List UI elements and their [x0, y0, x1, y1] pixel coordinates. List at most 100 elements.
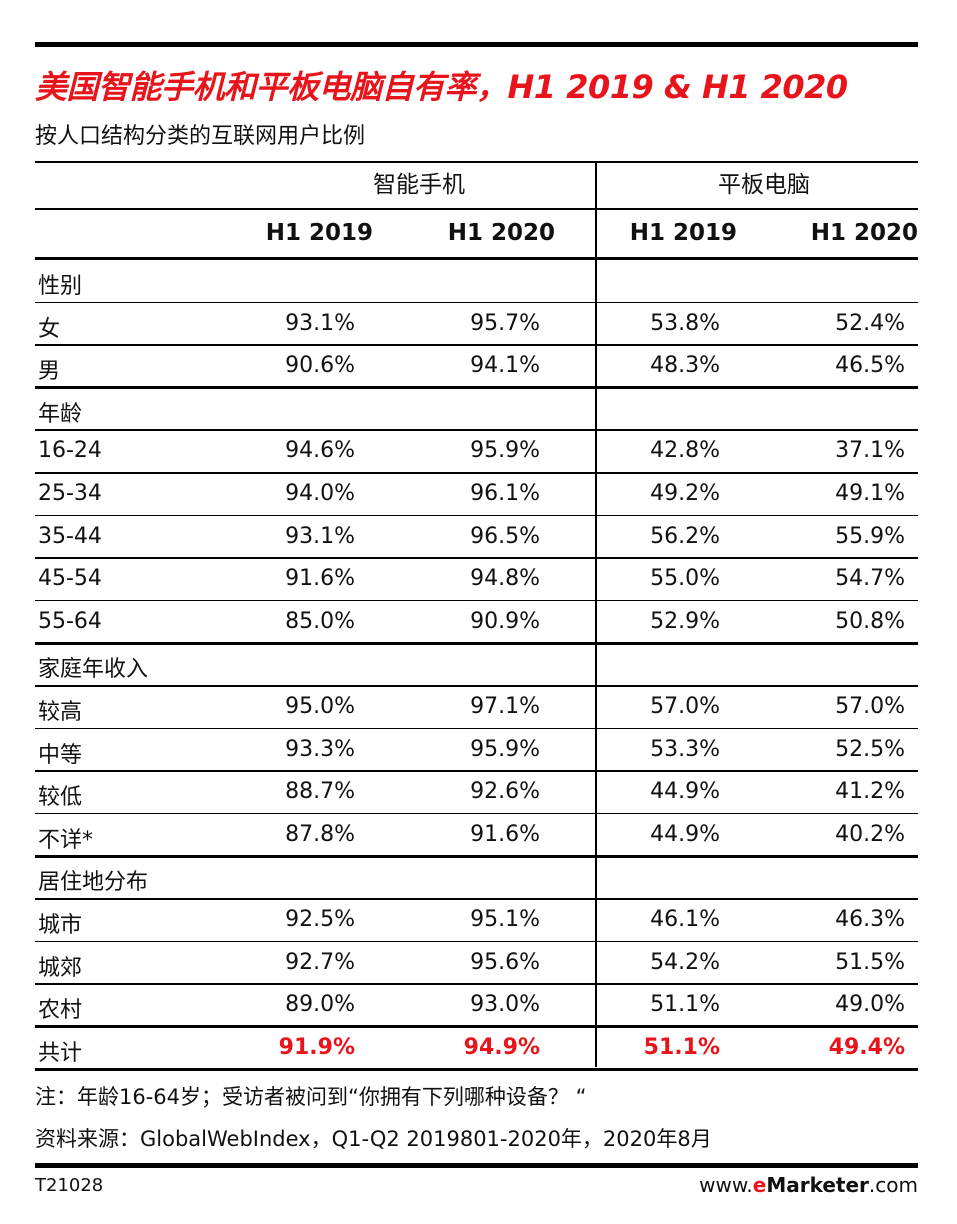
row-divider — [35, 429, 918, 431]
cell-value: 91.6% — [470, 821, 540, 847]
row-label: 较高 — [38, 700, 83, 725]
table-row: 16-24 94.6% 95.9% 42.8% 37.1% — [35, 430, 918, 473]
row-label: 中等 — [38, 742, 83, 768]
cell-value: 48.3% — [650, 353, 720, 379]
brand-suffix: .com — [868, 1173, 918, 1197]
bottom-rule — [35, 1163, 918, 1168]
cell-value: 49.4% — [828, 1034, 905, 1060]
cell-value: 92.5% — [285, 907, 355, 932]
section-header: 家庭年收入 — [35, 643, 918, 686]
cell-value: 94.9% — [463, 1034, 540, 1060]
cell-value: 57.0% — [650, 694, 720, 719]
cell-value: 95.9% — [470, 736, 540, 762]
column-header: H1 2020 — [810, 220, 918, 246]
table-row: 不详* 87.8% 91.6% 44.9% 40.2% — [35, 814, 918, 857]
cell-value: 44.9% — [650, 779, 720, 805]
row-label: 城郊 — [38, 955, 83, 981]
cell-value: 52.5% — [835, 736, 905, 762]
cell-value: 54.2% — [650, 949, 720, 975]
column-group-header: 智能手机 — [373, 172, 465, 198]
chart-title: 美国智能手机和平板电脑自有率，H1 2019 & H1 2020 — [35, 68, 848, 106]
cell-value: 49.2% — [650, 481, 720, 506]
row-divider — [35, 386, 918, 390]
table-row: 较高 95.0% 97.1% 57.0% 57.0% — [35, 686, 918, 729]
chart-code: T21028 — [35, 1175, 104, 1196]
cell-value: 46.3% — [835, 907, 905, 932]
row-divider — [35, 472, 918, 474]
cell-value: 95.1% — [470, 907, 540, 932]
cell-value: 55.0% — [650, 566, 720, 592]
row-divider — [35, 983, 918, 985]
row-label: 性别 — [38, 274, 83, 299]
cell-value: 51.5% — [835, 949, 905, 975]
column-divider — [595, 162, 597, 1067]
cell-value: 93.1% — [285, 523, 355, 549]
row-divider — [35, 599, 918, 602]
cell-value: 46.5% — [835, 353, 905, 379]
table-row: 45-54 91.6% 94.8% 55.0% 54.7% — [35, 558, 918, 601]
section-header: 居住地分布 — [35, 856, 918, 899]
cell-value: 94.0% — [285, 481, 355, 506]
section-header: 年龄 — [35, 388, 918, 431]
top-rule — [35, 42, 918, 47]
cell-value: 44.9% — [650, 821, 720, 847]
row-divider — [35, 1025, 918, 1029]
cell-value: 90.9% — [470, 608, 540, 634]
row-label: 年龄 — [38, 401, 83, 427]
brand-prefix: www. — [699, 1173, 753, 1197]
chart-subtitle: 按人口结构分类的互联网用户比例 — [35, 124, 366, 149]
cell-value: 49.0% — [835, 992, 905, 1018]
row-divider — [35, 1068, 918, 1072]
cell-value: 57.0% — [835, 694, 905, 719]
cell-value: 90.6% — [285, 353, 355, 379]
cell-value: 97.1% — [470, 694, 540, 719]
table-row: 55-64 85.0% 90.9% 52.9% 50.8% — [35, 601, 918, 644]
table-row: 城郊 92.7% 95.6% 54.2% 51.5% — [35, 942, 918, 985]
cell-value: 53.3% — [650, 736, 720, 762]
brand-e: e — [752, 1173, 767, 1197]
table-row: 35-44 93.1% 96.5% 56.2% 55.9% — [35, 516, 918, 559]
row-divider — [35, 344, 918, 346]
row-label: 家庭年收入 — [38, 657, 149, 683]
cell-value: 91.9% — [278, 1034, 355, 1060]
row-divider — [35, 854, 918, 858]
cell-value: 85.0% — [285, 608, 355, 634]
cell-value: 54.7% — [835, 566, 905, 592]
column-header: H1 2019 — [265, 220, 373, 246]
row-label: 25-34 — [38, 481, 102, 506]
note-text: 注：年龄16-64岁；受访者被问到“你拥有下列哪种设备？ “ — [35, 1085, 587, 1109]
cell-value: 42.8% — [650, 438, 720, 464]
cell-value: 49.1% — [835, 481, 905, 506]
cell-value: 52.9% — [650, 608, 720, 634]
row-divider — [35, 557, 918, 559]
row-label: 城市 — [38, 913, 83, 938]
cell-value: 50.8% — [835, 608, 905, 634]
cell-value: 87.8% — [285, 821, 355, 847]
cell-value: 96.1% — [470, 481, 540, 506]
cell-value: 96.5% — [470, 523, 540, 549]
cell-value: 92.7% — [285, 949, 355, 975]
cell-value: 94.6% — [285, 438, 355, 464]
row-label: 共计 — [38, 1040, 83, 1066]
row-divider — [35, 727, 918, 730]
row-divider — [35, 301, 918, 304]
row-divider — [35, 940, 918, 943]
row-label: 45-54 — [38, 566, 102, 592]
cell-value: 51.1% — [650, 992, 720, 1018]
row-label: 农村 — [38, 998, 83, 1024]
row-divider — [35, 685, 918, 687]
row-label: 居住地分布 — [38, 870, 149, 896]
row-divider — [35, 812, 918, 815]
row-label: 不详* — [38, 827, 94, 853]
cell-value: 94.1% — [470, 353, 540, 379]
table-row: 城市 92.5% 95.1% 46.1% 46.3% — [35, 899, 918, 942]
row-label: 较低 — [38, 785, 83, 811]
column-header: H1 2020 — [447, 220, 555, 246]
cell-value: 37.1% — [835, 438, 905, 464]
row-label: 男 — [38, 359, 61, 385]
row-divider — [35, 208, 918, 210]
cell-value: 95.7% — [470, 310, 540, 336]
cell-value: 56.2% — [650, 523, 720, 549]
row-divider — [35, 641, 918, 645]
cell-value: 92.6% — [470, 779, 540, 805]
